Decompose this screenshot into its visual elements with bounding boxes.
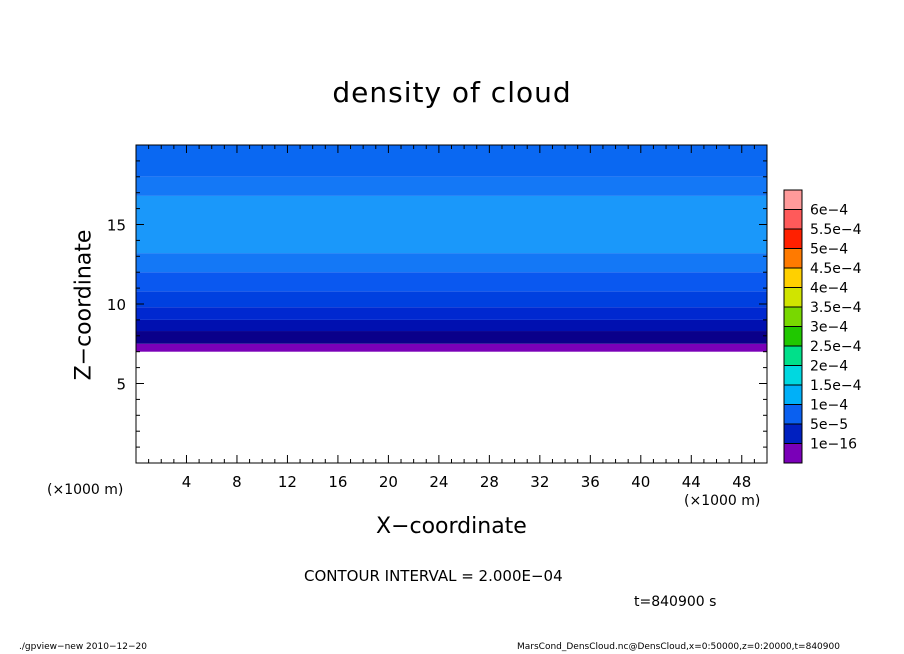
y-tick-label: 10: [107, 296, 126, 314]
colorbar-segment: [784, 385, 802, 405]
x-tick-label: 40: [631, 473, 650, 491]
colorbar-label: 5e−5: [810, 417, 848, 433]
colorbar-segment: [784, 365, 802, 385]
colorbar-label: 4.5e−4: [810, 261, 862, 277]
x-tick-label: 20: [379, 473, 398, 491]
density-band: [136, 253, 767, 273]
colorbar-label: 5e−4: [810, 242, 848, 258]
footer-left: ./gpview−new 2010−12−20: [19, 642, 147, 652]
colorbar-segment: [784, 287, 802, 307]
y-tick-label: 15: [107, 217, 126, 235]
colorbar-label: 4e−4: [810, 281, 848, 297]
x-tick-label: 28: [480, 473, 499, 491]
x-tick-label: 24: [429, 473, 448, 491]
colorbar-segment: [784, 229, 802, 249]
x-tick-label: 48: [732, 473, 751, 491]
colorbar-label: 1e−4: [810, 398, 848, 414]
colorbar-label: 2.5e−4: [810, 339, 862, 355]
colorbar-segment: [784, 443, 802, 463]
colorbar-segment: [784, 424, 802, 444]
x-axis-unit-left: (×1000 m): [47, 482, 124, 498]
density-band: [136, 176, 767, 196]
x-axis-unit-right: (×1000 m): [684, 493, 761, 509]
colorbar-segment: [784, 268, 802, 288]
y-axis-label: Z−coordinate: [71, 229, 97, 381]
colorbar-label: 3e−4: [810, 320, 848, 336]
density-band: [136, 343, 767, 352]
colorbar-segment: [784, 209, 802, 229]
footer-right: MarsCond_DensCloud.nc@DensCloud,x=0:5000…: [517, 642, 840, 652]
density-band: [136, 331, 767, 344]
x-tick-label: 44: [682, 473, 701, 491]
colorbar-label: 5.5e−4: [810, 222, 862, 238]
x-tick-label: 36: [581, 473, 600, 491]
density-band: [136, 291, 767, 308]
x-tick-label: 32: [530, 473, 549, 491]
colorbar-label: 6e−4: [810, 203, 848, 219]
colorbar-segment: [784, 248, 802, 268]
x-tick-label: 4: [182, 473, 192, 491]
colorbar-segment: [784, 307, 802, 327]
x-axis-label: X−coordinate: [376, 514, 527, 539]
colorbar-segment: [784, 404, 802, 424]
chart-title: density of cloud: [332, 76, 572, 109]
colorbar-label: 2e−4: [810, 359, 848, 375]
colorbar-segment: [784, 346, 802, 366]
x-tick-label: 16: [328, 473, 347, 491]
time-label: t=840900 s: [634, 594, 717, 610]
density-band: [136, 307, 767, 320]
colorbar-label: 1.5e−4: [810, 378, 862, 394]
colorbar-label: 3.5e−4: [810, 300, 862, 316]
x-tick-label: 12: [278, 473, 297, 491]
density-band: [136, 319, 767, 332]
colorbar-segment: [784, 326, 802, 346]
contour-interval-label: CONTOUR INTERVAL = 2.000E−04: [304, 567, 563, 585]
density-band: [136, 272, 767, 292]
colorbar-segment: [784, 190, 802, 210]
x-tick-label: 8: [232, 473, 242, 491]
density-band: [136, 145, 767, 177]
y-tick-label: 5: [116, 376, 126, 394]
colorbar-label: 1e−16: [810, 437, 857, 453]
density-band: [136, 195, 767, 254]
